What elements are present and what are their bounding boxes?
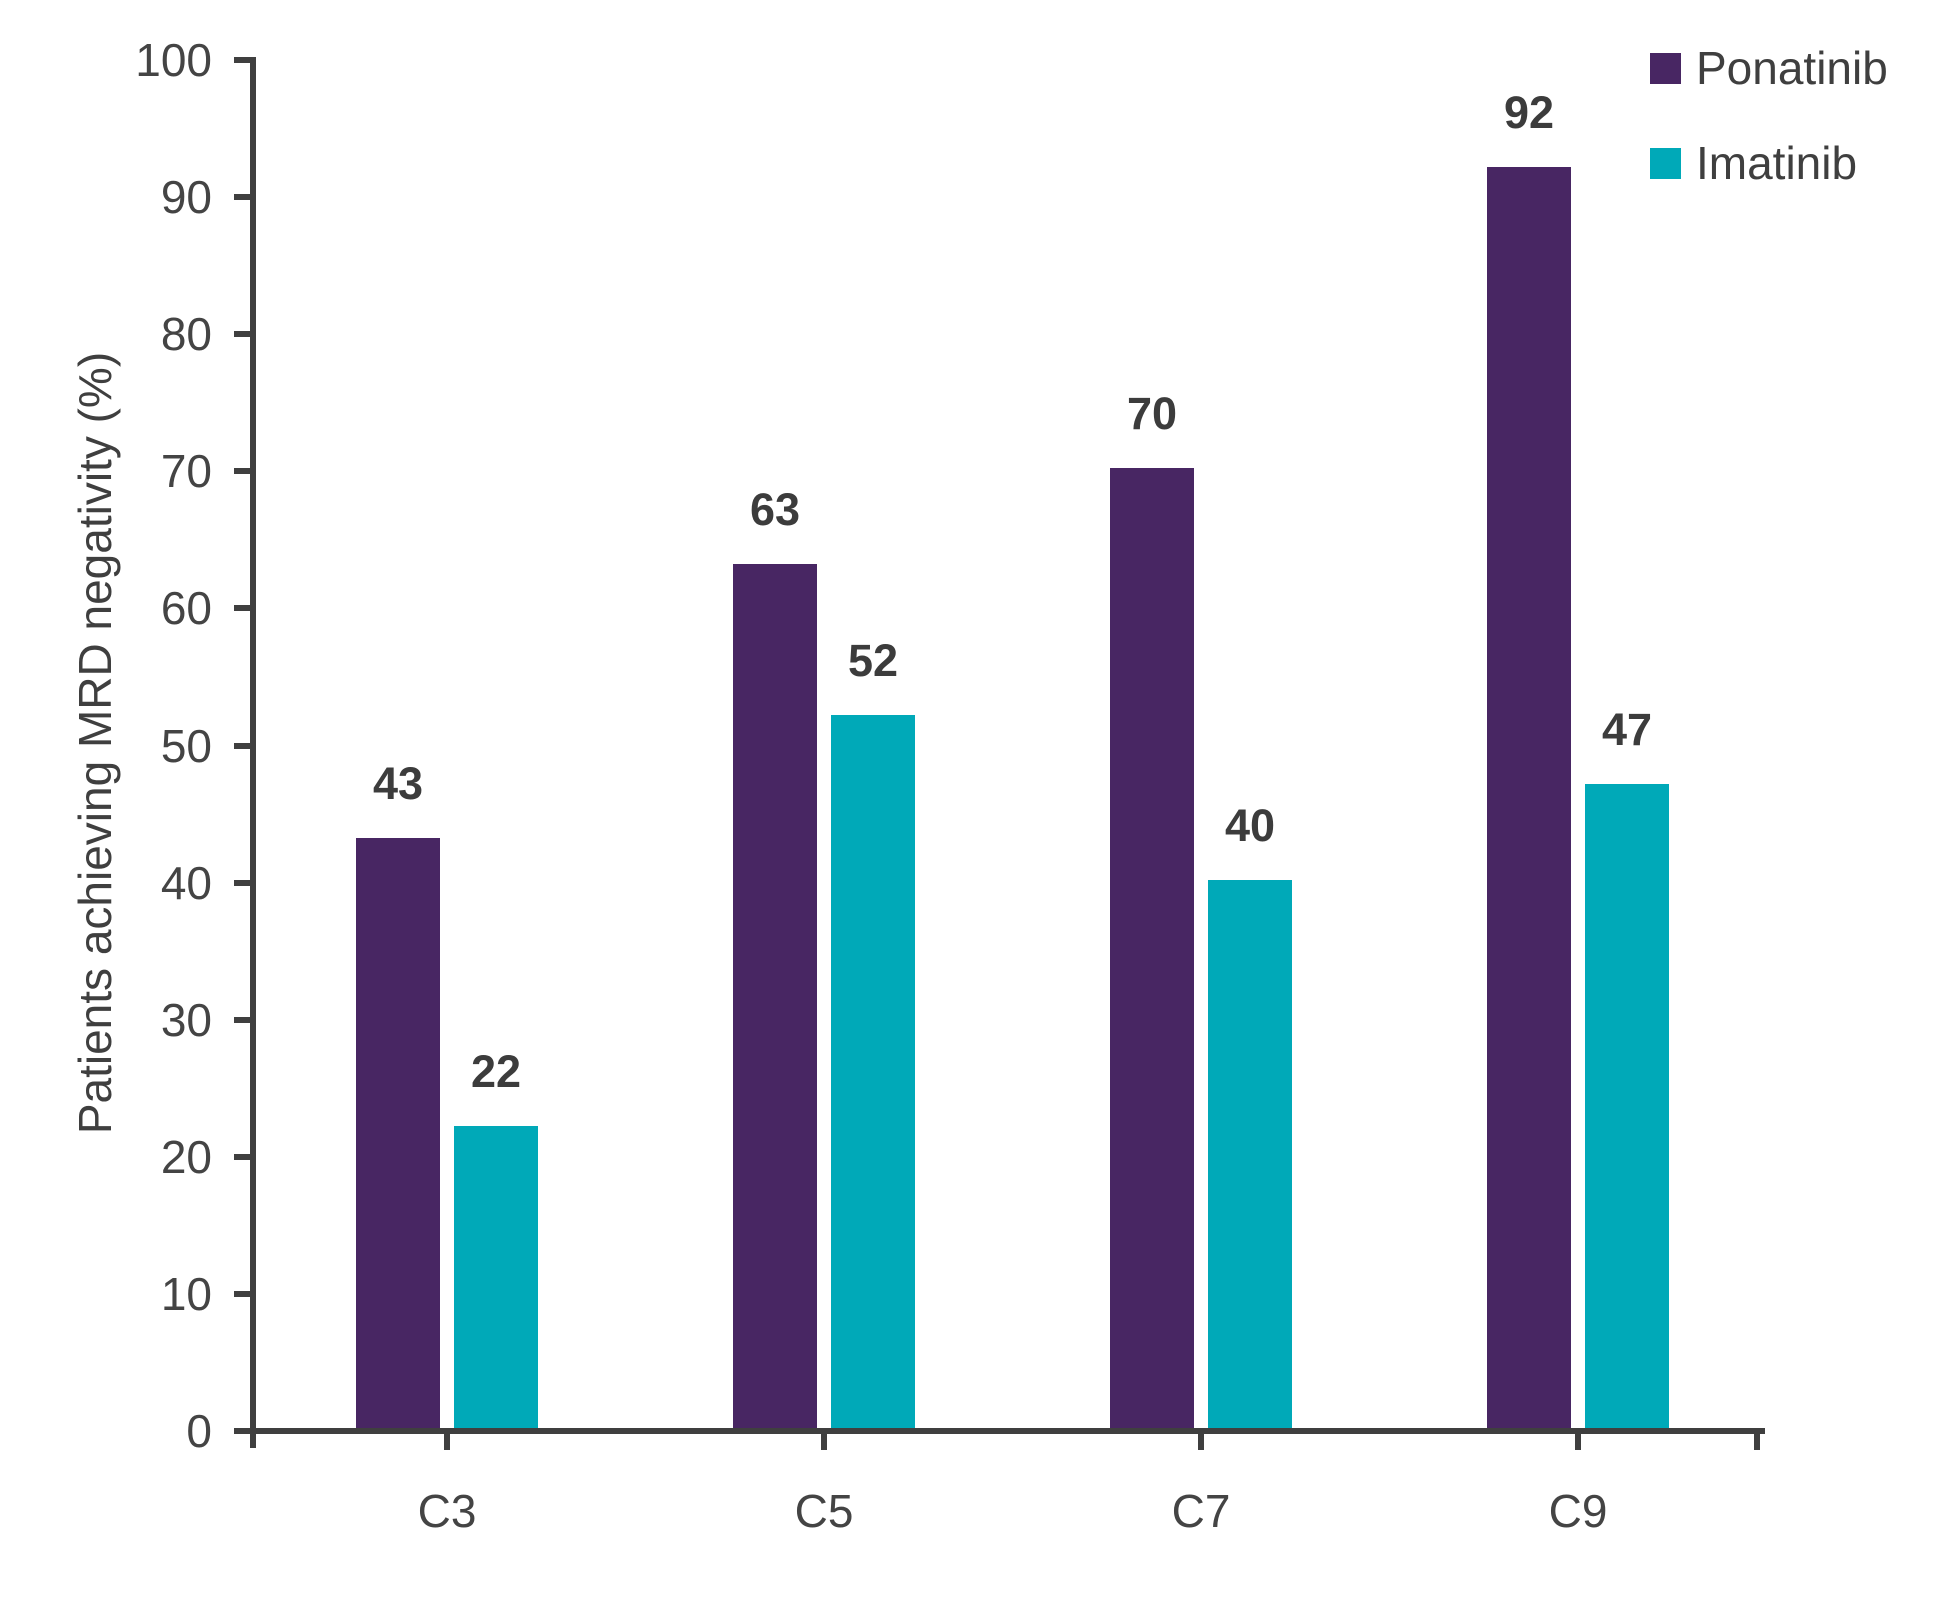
y-tick xyxy=(234,1153,256,1160)
bar-imatinib-c7 xyxy=(1208,880,1292,1428)
bar-imatinib-c5 xyxy=(831,715,915,1428)
y-tick xyxy=(234,194,256,201)
bar-imatinib-c9 xyxy=(1585,784,1669,1428)
bar-label-ponatinib-c5: 63 xyxy=(749,484,801,535)
bar-label-imatinib-c3: 22 xyxy=(470,1046,522,1097)
x-axis-end-tick xyxy=(1754,1428,1760,1450)
bar-label-imatinib-c5: 52 xyxy=(847,635,899,686)
y-tick-label: 20 xyxy=(160,1130,212,1183)
bar-imatinib-c3 xyxy=(454,1126,538,1428)
legend-swatch-ponatinib xyxy=(1650,52,1681,84)
y-tick xyxy=(234,1290,256,1297)
legend-swatch-imatinib xyxy=(1650,147,1681,179)
bar-ponatinib-c7 xyxy=(1110,468,1194,1428)
bar-label-ponatinib-c3: 43 xyxy=(372,758,424,809)
y-axis-line xyxy=(250,57,256,1448)
y-tick xyxy=(234,879,256,886)
bar-ponatinib-c3 xyxy=(356,838,440,1428)
legend: Ponatinib Imatinib xyxy=(1650,42,1888,232)
y-tick xyxy=(234,605,256,612)
y-tick xyxy=(234,1016,256,1023)
y-tick-label: 90 xyxy=(160,171,212,224)
y-tick xyxy=(234,468,256,475)
bar-label-ponatinib-c7: 70 xyxy=(1126,388,1178,439)
y-tick-label: 100 xyxy=(135,34,212,86)
y-tick-label: 60 xyxy=(160,582,212,635)
y-tick xyxy=(234,742,256,749)
y-tick-label: 50 xyxy=(160,719,212,772)
x-tick-label-c3: C3 xyxy=(417,1485,477,1537)
bar-label-imatinib-c7: 40 xyxy=(1224,800,1276,851)
y-tick-label: 30 xyxy=(160,993,212,1046)
x-tick xyxy=(1198,1428,1204,1450)
y-tick-label: 70 xyxy=(160,445,212,498)
y-tick-label: 40 xyxy=(160,856,212,909)
bar-ponatinib-c5 xyxy=(733,564,817,1428)
y-tick-label: 0 xyxy=(186,1405,212,1457)
x-tick xyxy=(821,1428,827,1450)
bar-label-ponatinib-c9: 92 xyxy=(1503,87,1555,138)
y-tick-label: 80 xyxy=(160,308,212,361)
y-tick-label: 10 xyxy=(160,1267,212,1320)
legend-label-ponatinib: Ponatinib xyxy=(1696,42,1888,94)
x-tick-label-c7: C7 xyxy=(1171,1485,1231,1537)
x-tick-label-c9: C9 xyxy=(1548,1485,1608,1537)
x-tick-label-c5: C5 xyxy=(794,1485,854,1537)
legend-item-imatinib: Imatinib xyxy=(1650,137,1888,189)
legend-item-ponatinib: Ponatinib xyxy=(1650,42,1888,94)
bar-label-imatinib-c9: 47 xyxy=(1601,704,1653,755)
y-tick xyxy=(234,1428,256,1434)
x-tick xyxy=(1575,1428,1581,1450)
legend-label-imatinib: Imatinib xyxy=(1696,137,1858,189)
y-tick xyxy=(234,57,256,63)
x-tick xyxy=(444,1428,450,1450)
bar-ponatinib-c9 xyxy=(1487,167,1571,1428)
x-axis-line xyxy=(236,1428,1765,1434)
y-tick xyxy=(234,331,256,338)
